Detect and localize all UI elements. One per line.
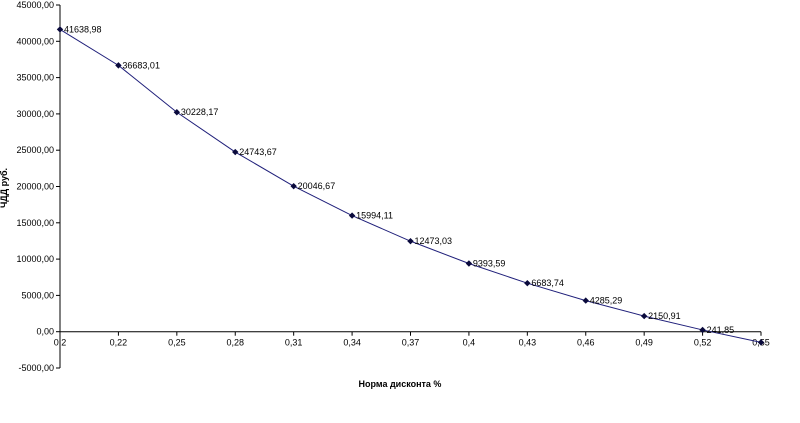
x-tick-label: 0,43 — [519, 338, 537, 348]
data-point-marker — [173, 109, 181, 116]
y-tick-label: 45000,00 — [16, 0, 54, 10]
y-tick-label: 15000,00 — [16, 218, 54, 228]
data-point-marker — [699, 326, 706, 334]
x-tick-label: 0,52 — [694, 338, 712, 348]
data-label: 24743,67 — [239, 147, 277, 157]
y-axis-ticks: 45000,00 40000,00 35000,00 30000,00 25000,00… — [16, 0, 60, 373]
data-label: 4285,29 — [590, 296, 623, 306]
x-tick-label: 0,34 — [343, 338, 361, 348]
data-point-marker — [640, 312, 648, 320]
data-label: 41638,98 — [64, 24, 102, 34]
y-tick-label: 25000,00 — [16, 145, 54, 155]
x-tick-label: 0,37 — [402, 338, 420, 348]
x-tick-label: 0,22 — [110, 338, 128, 348]
x-tick-label: 0,49 — [635, 338, 653, 348]
x-tick-label: 0,25 — [168, 338, 186, 348]
data-points — [56, 26, 765, 346]
y-tick-label: 5000,00 — [21, 290, 54, 300]
y-tick-label: 10000,00 — [16, 254, 54, 264]
data-label: 36683,01 — [122, 60, 160, 70]
y-tick-label: 20000,00 — [16, 182, 54, 192]
data-point-marker — [232, 148, 239, 156]
x-axis-title: Норма дисконта % — [359, 379, 442, 389]
y-axis-title: ЧДД руб. — [0, 168, 9, 208]
data-label: 9393,59 — [473, 259, 506, 269]
y-tick-label: 40000,00 — [16, 36, 54, 46]
x-axis-ticks: 0,2 0,22 0,25 0,28 0,31 0,34 0,37 0,4 0,43 0,46 0,… — [54, 331, 770, 348]
npv-series-line — [59, 28, 762, 343]
data-point-marker — [524, 279, 531, 287]
y-tick-label: 35000,00 — [16, 73, 54, 83]
data-label: 6683,74 — [531, 278, 564, 288]
data-point-marker — [290, 182, 297, 190]
y-tick-label: 30000,00 — [16, 109, 54, 119]
data-point-marker — [465, 260, 473, 267]
data-label: 15994,11 — [356, 211, 393, 221]
data-label: 30228,17 — [181, 107, 219, 117]
data-labels: 41638,98 36683,01 30228,17 24743,67 20046,67… — [64, 24, 734, 335]
x-tick-label: 0,31 — [285, 338, 303, 348]
data-label: 12473,03 — [415, 236, 453, 246]
data-label: 2150,91 — [648, 311, 681, 321]
x-tick-label: 0,28 — [226, 338, 244, 348]
data-label: 241,85 — [707, 325, 735, 335]
data-point-marker — [582, 297, 589, 304]
data-point-marker — [56, 26, 64, 33]
data-point-marker — [115, 62, 122, 69]
data-point-marker — [348, 212, 356, 219]
x-tick-label: 0,4 — [463, 338, 476, 348]
x-tick-label: 0,46 — [577, 338, 595, 348]
data-label: 20046,67 — [298, 181, 336, 191]
y-tick-label: 0,00 — [36, 327, 54, 337]
data-point-marker — [757, 339, 765, 346]
data-point-marker — [407, 237, 414, 245]
y-tick-label: -5000,00 — [18, 363, 54, 373]
